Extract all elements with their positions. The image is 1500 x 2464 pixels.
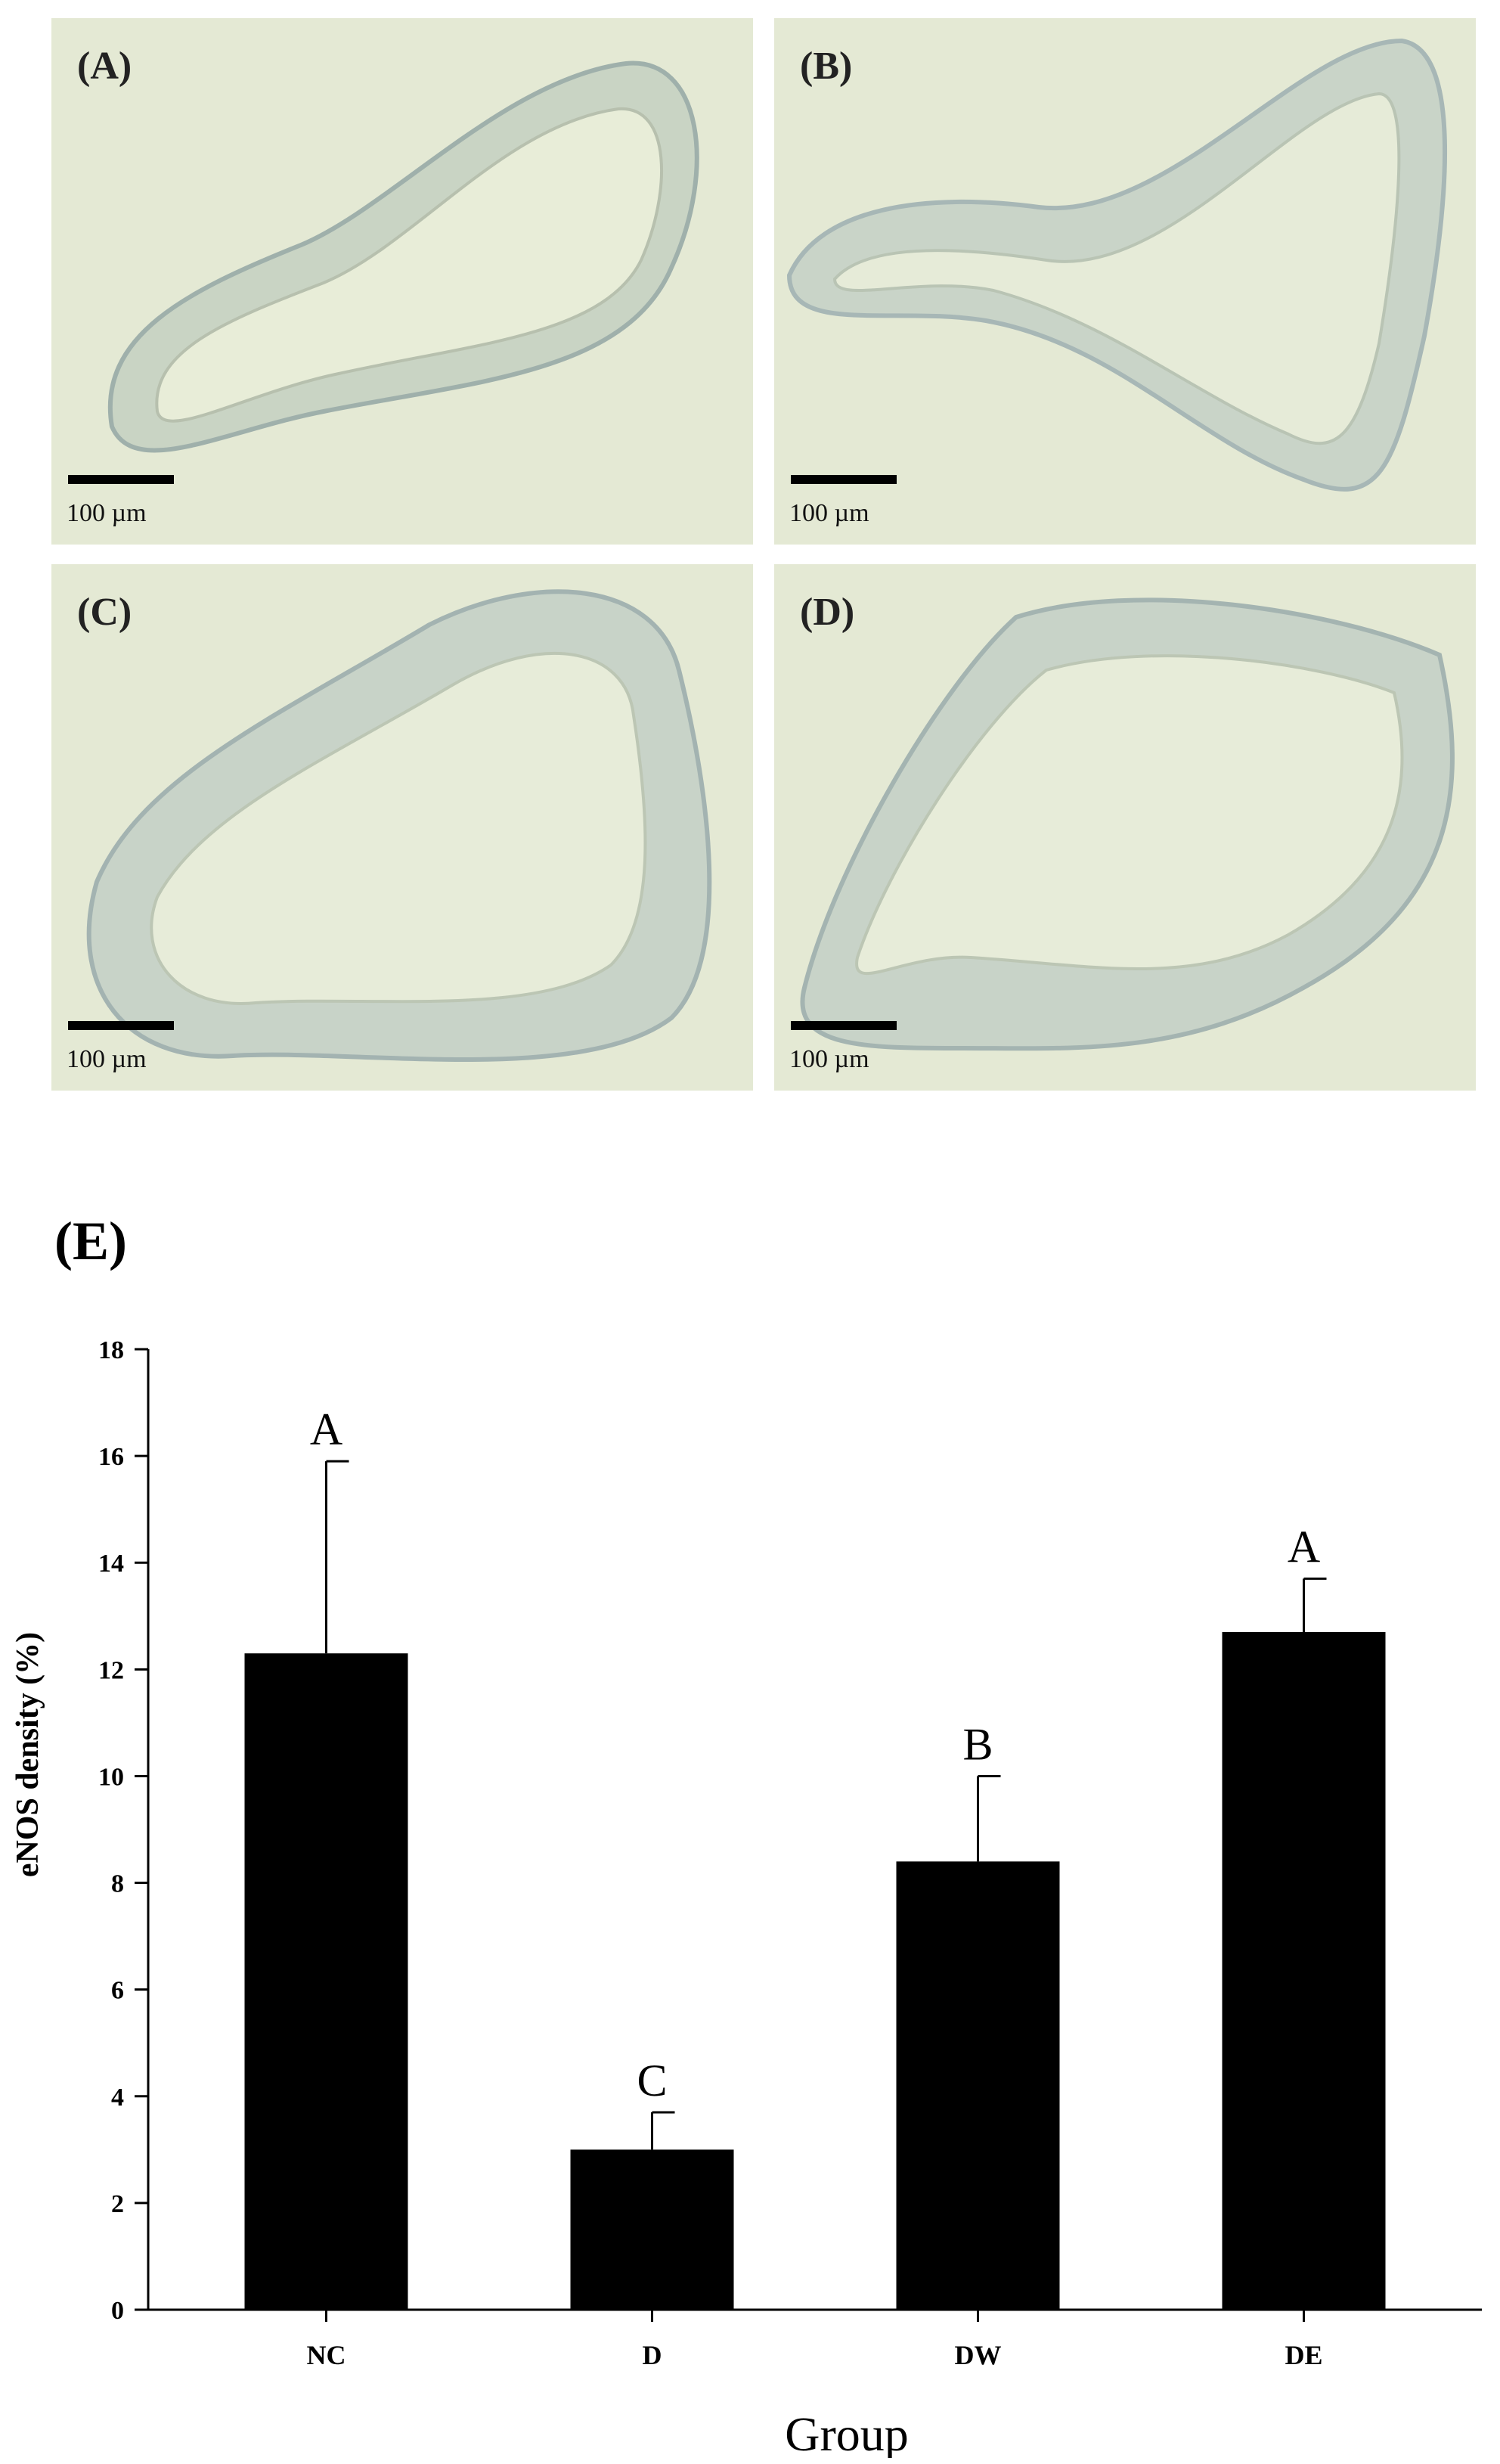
vessel-section-c	[86, 589, 712, 1062]
bar-chart: 0 2 4 6 8 10 12 14 16 18 NC A D C DW B DE A Group eNOS d…	[11, 1336, 1482, 2458]
vessel-section-b	[786, 38, 1447, 492]
chart-bars: NC A D C DW B DE A	[244, 1404, 1386, 2370]
y-axis-label: eNOS density (%)	[11, 1632, 45, 1877]
bar	[1222, 1631, 1386, 2310]
scale-bar	[791, 475, 897, 484]
y-tick-label: 12	[98, 1656, 124, 1684]
scale-bar	[791, 1021, 897, 1030]
vessel-section-a	[108, 61, 699, 453]
panel-label: (B)	[800, 45, 853, 88]
significance-label: C	[637, 2056, 667, 2106]
scale-bar	[68, 1021, 174, 1030]
y-tick-label: 14	[98, 1550, 124, 1578]
micrograph-panel-b: (B) 100 µm	[774, 18, 1476, 545]
y-tick-label: 18	[98, 1336, 124, 1364]
y-tick-label: 6	[111, 1977, 124, 2005]
scale-text: 100 µm	[67, 499, 147, 527]
panel-label: (D)	[800, 591, 855, 634]
y-tick-label: 4	[111, 2084, 124, 2112]
x-tick-label: DW	[955, 2340, 1002, 2370]
panel-e-label: (E)	[54, 1211, 127, 1271]
significance-label: B	[962, 1719, 993, 1769]
significance-label: A	[310, 1404, 342, 1454]
y-tick-label: 10	[98, 1763, 124, 1791]
x-tick-label: NC	[307, 2340, 346, 2370]
panel-label: (A)	[77, 45, 132, 88]
significance-label: A	[1288, 1522, 1320, 1572]
scale-text: 100 µm	[789, 499, 869, 527]
scale-bar	[68, 475, 174, 484]
bar	[570, 2149, 734, 2310]
micrograph-panel-d: (D) 100 µm	[774, 564, 1476, 1091]
y-tick-label: 16	[98, 1443, 124, 1471]
micrograph-panel-a: (A) 100 µm	[51, 18, 753, 545]
y-tick-label: 8	[111, 1870, 124, 1898]
panel-label: (C)	[77, 591, 132, 634]
x-tick-label: D	[643, 2340, 662, 2370]
x-axis-label: Group	[785, 2407, 909, 2458]
bar	[896, 1861, 1060, 2310]
y-tick-label: 2	[111, 2190, 124, 2218]
bar	[244, 1653, 408, 2310]
vessel-section-d	[800, 597, 1455, 1051]
scale-text: 100 µm	[789, 1045, 869, 1073]
y-tick-label: 0	[111, 2297, 124, 2325]
micrograph-panel-c: (C) 100 µm	[51, 564, 753, 1091]
scale-text: 100 µm	[67, 1045, 147, 1073]
x-tick-label: DE	[1285, 2340, 1322, 2370]
